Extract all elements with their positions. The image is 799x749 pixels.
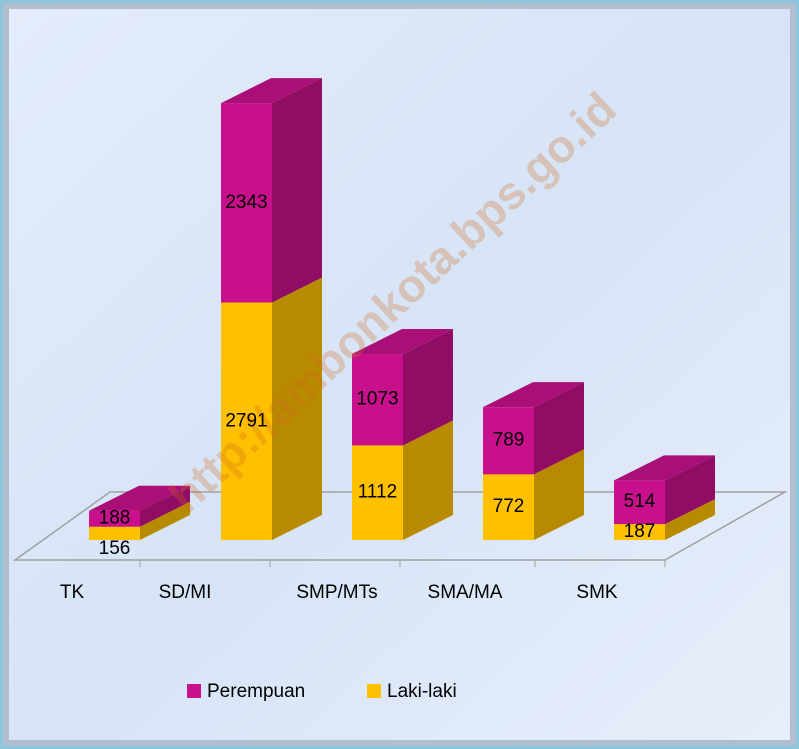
floor [12,491,788,561]
x-tick-label: TK [60,582,85,603]
data-label: 188 [99,508,131,529]
bar [352,445,403,540]
data-label: 772 [493,496,525,517]
bar-top [614,455,715,481]
bar-top [483,382,584,408]
data-label: 156 [99,538,131,559]
bar-side [140,501,190,540]
bar-side [534,382,584,475]
bar-side [403,420,453,540]
x-tick-label: SMK [576,582,618,603]
bar-side [140,485,190,527]
bar [89,526,140,540]
legend-swatch [367,684,381,698]
data-label: 2791 [225,410,267,431]
bar [221,103,272,303]
bar-side [403,329,453,446]
bar-top [89,485,190,511]
x-tick-label: SD/MI [159,582,212,603]
bar [483,407,534,475]
bar-side [665,499,715,540]
x-tick-label: SMA/MA [428,582,503,603]
data-label: 514 [624,491,656,512]
x-tick-label: SMP/MTs [296,582,377,603]
data-label: 789 [493,430,525,451]
legend-label: Perempuan [207,681,305,702]
data-label: 1073 [356,389,398,410]
bar [614,524,665,540]
bar [89,510,140,527]
bar [352,354,403,446]
bar-side [665,455,715,525]
legend-label: Laki-laki [387,681,457,702]
bar-side [534,449,584,540]
bar-side [272,78,322,303]
bar [483,474,534,540]
bar-side [272,277,322,540]
legend-swatch [187,684,201,698]
data-label: 2343 [225,192,267,213]
bar [614,480,665,525]
bar-top [221,78,322,104]
bar-top [352,329,453,355]
bar [221,302,272,540]
category-ticks [139,560,666,567]
data-label: 1112 [358,482,397,503]
bars [89,78,715,540]
data-label: 187 [624,521,656,542]
